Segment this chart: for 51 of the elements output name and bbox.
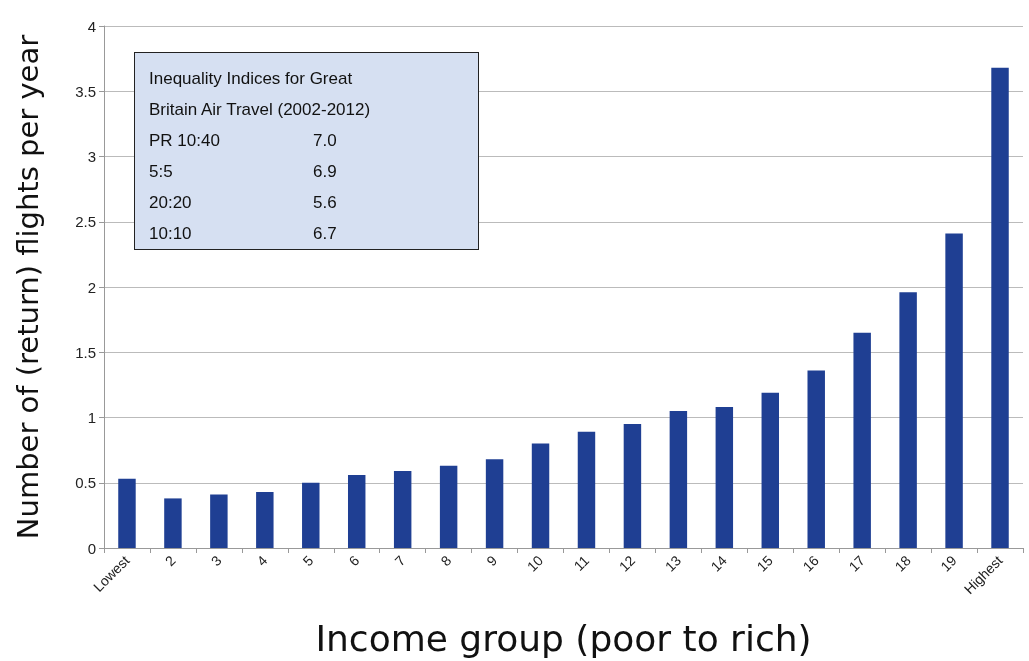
bar [669,410,688,548]
x-tick-label: 4 [253,552,271,570]
y-tick-label: 2.5 [75,213,96,231]
x-tick-label: 5 [299,552,317,570]
x-tick-label: 14 [707,552,731,575]
y-tick-label: 1.5 [75,343,96,361]
bar [853,332,871,548]
bar [485,459,504,548]
bar [393,471,412,548]
x-tick-label: 10 [523,552,547,575]
x-tick-label: 13 [661,552,685,575]
y-tick-label: 1 [87,409,96,426]
x-tick-label: 9 [483,552,501,570]
bar [945,233,963,548]
y-tick-label: 4 [87,17,96,35]
x-tick-label: 18 [891,552,914,575]
legend-box: Inequality Indices for Great Britain Air Travel (2002-2012) PR 10:40 7.0 5:5 6.9 20:20 5.6 10:10 6.7 [134,52,479,250]
bar [439,465,458,548]
bar [118,478,136,548]
x-tick-label: 6 [345,552,363,570]
y-axis-title: Number of (return) flights per year [10,34,45,540]
x-tick-label: 15 [753,552,777,575]
bar [715,407,734,548]
x-tick-label: 16 [799,552,823,575]
x-tick-label: 7 [391,552,409,570]
annotation: Inequality Indices for Great Britain Air Travel (2002-2012) [149,68,371,121]
bar [256,491,274,548]
y-tick-label: 3 [87,148,96,165]
x-tick-label: 19 [937,552,960,575]
bar [531,443,550,548]
x-tick-label: 11 [570,552,593,574]
bar [807,370,825,548]
x-tick-label: 3 [207,552,225,570]
bar [347,474,366,548]
bar [302,482,320,548]
bar [623,424,642,548]
bar [761,392,780,548]
x-tick-label: 12 [615,552,639,575]
x-tick-label: 2 [161,552,179,570]
bar [991,67,1009,548]
y-tick-label: 2 [87,278,96,296]
bar [577,431,596,548]
bar [899,292,917,548]
x-axis-title: Income group (poor to rich) [315,617,812,659]
bar [210,494,228,548]
x-tick-label: 8 [437,552,455,570]
bar [164,498,182,548]
y-tick-label: 3.5 [75,82,96,100]
y-tick-label: 0.5 [75,474,96,492]
y-tick-label: 0 [87,539,96,557]
x-tick-label: 17 [845,552,868,575]
